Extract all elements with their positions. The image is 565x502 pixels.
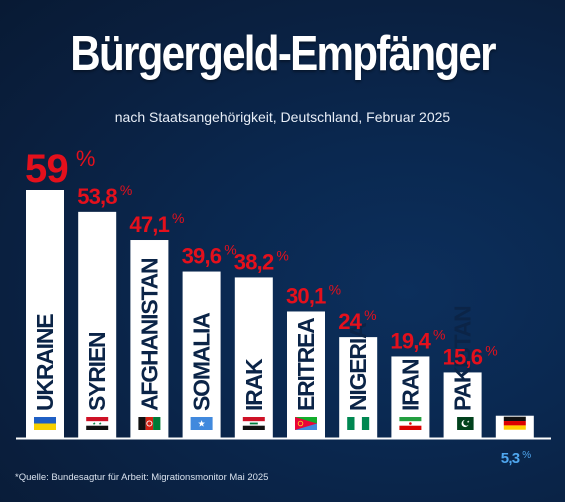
chart-subtitle: nach Staatsangehörigkeit, Deutschland, F… [114, 109, 451, 125]
value-label: 59% [25, 146, 95, 191]
value-label: 24% [338, 307, 376, 334]
eritrea-flag-icon [295, 417, 317, 430]
pakistan-flag-icon [451, 417, 474, 430]
bar-irak [234, 277, 273, 438]
category-label: UKRAINE [32, 314, 58, 411]
source-note: *Quelle: Bundesagtur für Arbeit: Migrati… [15, 472, 269, 483]
value-label: 19,4% [390, 326, 445, 353]
nigeria-flag-icon [347, 417, 370, 430]
category-label: ERITREA [293, 318, 319, 411]
value-label: 5,3% [501, 450, 531, 467]
category-label: AFGHANISTAN [136, 258, 162, 411]
category-label: NIGERIA [345, 323, 371, 411]
category-label: IRAK [241, 358, 267, 411]
category-label: PAKISTAN [450, 306, 476, 411]
bar-somalia [182, 271, 221, 438]
category-label: SYRIEN [84, 332, 110, 411]
value-label: 47,1% [129, 210, 184, 237]
ukraine-flag-icon [34, 417, 56, 430]
category-label: IRAN [397, 359, 423, 411]
afghanistan-flag-icon [138, 417, 161, 430]
iraq-flag-icon [242, 417, 265, 430]
value-label: 15,6% [443, 342, 498, 369]
value-label: 30,1% [286, 281, 341, 308]
chart-title: Bürgergeld-Empfänger [70, 27, 496, 81]
bar-syrien [78, 211, 117, 438]
iran-flag-icon [399, 417, 422, 430]
syria-flag-icon [86, 417, 109, 430]
bar-eritrea [287, 311, 325, 438]
germany-flag-icon [503, 416, 526, 430]
value-label: 38,2% [234, 247, 289, 274]
value-label: 53,8% [77, 182, 132, 209]
category-label: SOMALIA [189, 313, 215, 411]
somalia-flag-icon [190, 417, 213, 430]
value-label: 39,6% [182, 242, 237, 269]
bar-ukraine [26, 190, 64, 438]
bar-afghanistan [130, 240, 169, 438]
